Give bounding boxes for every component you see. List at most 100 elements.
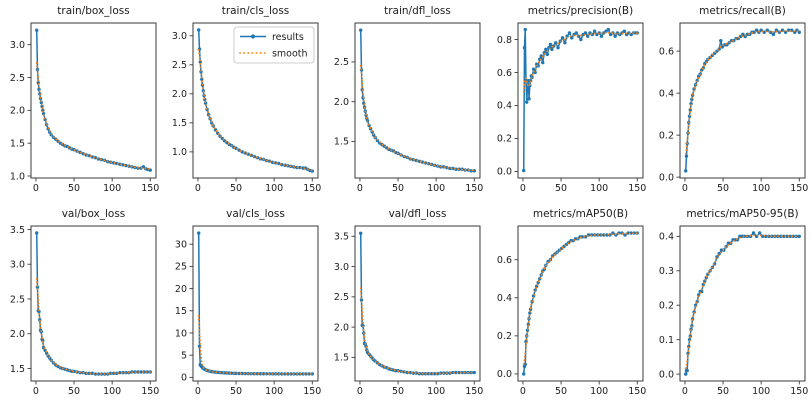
x-tick-label: 50	[392, 183, 404, 194]
results-marker	[430, 371, 434, 375]
results-marker	[585, 34, 589, 38]
results-marker	[578, 37, 583, 42]
results-line	[35, 232, 151, 375]
results-marker	[139, 369, 143, 374]
y-tick-label: 10	[175, 328, 187, 339]
x-tick-label: 0	[682, 385, 688, 396]
axes-frame	[192, 225, 319, 381]
results-marker	[40, 104, 44, 109]
results-marker	[121, 163, 125, 167]
results-marker	[788, 234, 792, 238]
legend-results-marker	[251, 34, 256, 39]
subplot-title: val/cls_loss	[226, 208, 285, 220]
y-tick-label: 3.0	[10, 40, 25, 51]
y-tick-label: 3.5	[10, 224, 25, 235]
x-tick-label: 150	[303, 183, 321, 194]
x-tick-label: 50	[717, 385, 729, 396]
results-marker	[472, 169, 477, 173]
results-marker	[599, 34, 603, 38]
results-marker	[548, 42, 552, 47]
y-tick-label: 0.2	[659, 130, 674, 141]
x-tick-label: 100	[265, 183, 283, 194]
subplot-title: train/cls_loss	[222, 5, 290, 17]
y-tick-label: 0.8	[496, 35, 511, 46]
x-tick-label: 150	[303, 385, 321, 396]
subplot-title: train/box_loss	[57, 5, 129, 17]
results-marker	[35, 28, 39, 32]
results-marker	[524, 100, 529, 104]
x-tick-label: 150	[141, 385, 159, 396]
results-marker	[526, 97, 531, 101]
smooth-line	[35, 62, 152, 171]
results-marker	[684, 154, 688, 158]
results-marker	[549, 47, 554, 52]
results-marker	[553, 41, 557, 45]
subplot-title: val/box_loss	[62, 208, 126, 220]
results-marker	[237, 371, 241, 375]
y-tick-label: 1.5	[10, 138, 25, 149]
x-tick-label: 150	[466, 183, 484, 194]
results-marker	[613, 34, 617, 38]
x-tick-label: 0	[357, 183, 363, 194]
results-marker	[261, 371, 266, 375]
smooth-line	[35, 277, 152, 375]
results-marker	[683, 169, 688, 173]
results-line	[35, 30, 151, 171]
axes-frame	[679, 225, 806, 381]
smooth-line	[360, 286, 476, 375]
results-marker	[142, 369, 146, 374]
x-tick-label: 150	[790, 385, 808, 396]
x-tick-label: 50	[717, 183, 729, 194]
subplot-val-box-loss: 0 50 100 150 1.5 2.0 2.5 3.0 3.5 val/box_loss	[0, 203, 162, 405]
results-marker	[200, 77, 204, 82]
y-tick-label: 0.0	[659, 369, 674, 380]
smooth-line	[522, 231, 638, 365]
axes-frame	[30, 225, 157, 381]
results-marker	[545, 52, 549, 57]
results-marker	[35, 230, 39, 235]
y-tick-label: 0.0	[496, 167, 511, 178]
results-line	[684, 29, 800, 171]
y-tick-label: 0	[181, 372, 187, 383]
y-tick-label: 2.0	[334, 97, 349, 108]
y-tick-label: 0.4	[496, 101, 511, 112]
subplot-metrics-precision-b: 0 50 100 150 0.0 0.2 0.4 0.6 0.8 metrics/precisio…	[487, 0, 649, 203]
subplot-title: val/dfl_loss	[389, 208, 447, 220]
results-marker	[451, 166, 456, 171]
results-marker	[543, 47, 548, 52]
smooth-line	[198, 48, 314, 171]
results-line	[522, 28, 637, 171]
results-marker	[574, 31, 578, 35]
subplot-train-box-loss: 0 50 100 150 1.0 1.5 2.0 2.5 3.0 train/box_loss	[0, 0, 162, 203]
results-marker	[540, 60, 545, 65]
axes-frame	[354, 22, 481, 179]
results-marker	[583, 31, 587, 35]
y-tick-label: 0.4	[496, 293, 511, 304]
x-tick-label: 150	[790, 183, 808, 194]
axes-frame	[517, 225, 644, 381]
y-tick-label: 15	[175, 306, 187, 317]
results-marker	[757, 230, 762, 235]
x-tick-label: 100	[590, 183, 608, 194]
results-marker	[683, 371, 688, 376]
x-tick-label: 50	[68, 183, 80, 194]
results-marker	[774, 28, 778, 32]
results-marker	[234, 371, 238, 375]
x-tick-label: 50	[230, 183, 242, 194]
y-tick-label: 1.0	[172, 147, 187, 158]
results-marker	[523, 27, 527, 32]
y-tick-label: 0.6	[496, 255, 511, 266]
results-marker	[359, 28, 363, 32]
subplot-title: train/dfl_loss	[385, 5, 452, 17]
legend-smooth-label: smooth	[272, 48, 308, 59]
results-marker	[286, 371, 290, 376]
results-marker	[197, 230, 201, 235]
y-tick-label: 0.2	[496, 134, 511, 145]
results-marker	[592, 29, 596, 33]
results-marker	[448, 166, 452, 171]
x-tick-label: 50	[392, 385, 404, 396]
y-tick-label: 25	[175, 261, 187, 272]
results-line	[198, 232, 313, 375]
results-marker	[555, 46, 560, 50]
